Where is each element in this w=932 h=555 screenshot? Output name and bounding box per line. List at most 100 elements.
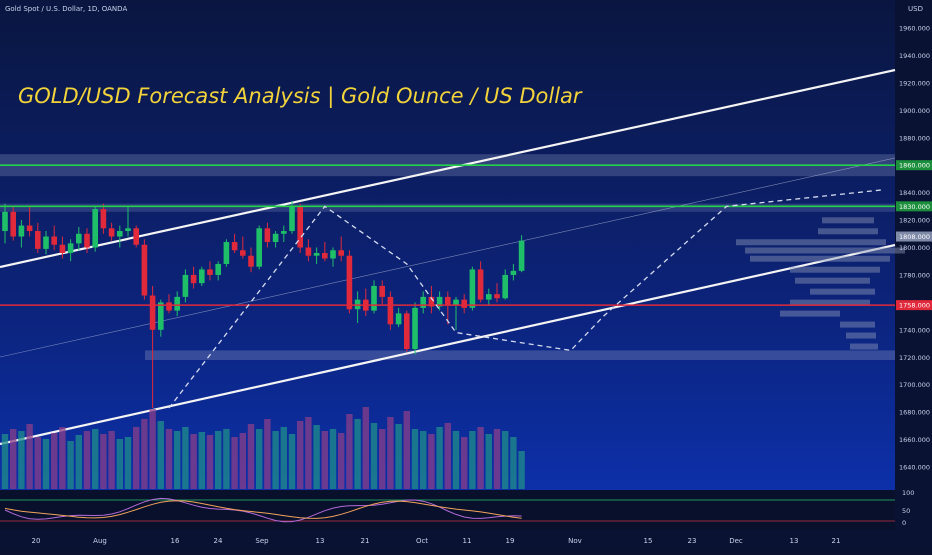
volume-bar [124, 437, 132, 489]
volume-bar [452, 431, 460, 489]
volume-bar [313, 425, 320, 489]
candle-body [59, 244, 66, 253]
candle-body [43, 236, 49, 249]
volume-bar [272, 431, 279, 489]
volume-bar [34, 437, 41, 489]
candle-down [264, 222, 271, 248]
candle-down [10, 206, 16, 241]
candle-body [10, 211, 16, 237]
volume-bar [51, 433, 58, 489]
candle-down [322, 242, 328, 262]
volume-bar [190, 434, 197, 489]
candle-up [199, 266, 205, 286]
candle-body [141, 244, 148, 296]
candle-body [35, 231, 41, 249]
volume-bar [436, 427, 443, 489]
candle-up [486, 288, 492, 306]
volume-profile-bar [750, 255, 890, 262]
candle-down [231, 233, 238, 253]
candle-up [67, 239, 74, 262]
candle-up [215, 261, 221, 281]
price-tag-resistance-upper: 1860.000 [899, 162, 930, 170]
time-tick-label: 11 [463, 537, 472, 545]
price-tag-support: 1758.000 [899, 302, 930, 310]
time-tick-label: 21 [361, 537, 370, 545]
candle-body [477, 269, 484, 300]
volume-bar [165, 429, 173, 489]
volume-bar [1, 434, 9, 489]
price-tick-label: 1840.000 [899, 189, 930, 197]
volume-bar [420, 431, 427, 489]
volume-bar [215, 431, 222, 489]
volume-bar [370, 423, 378, 489]
candle-body [461, 299, 467, 308]
volume-bar [518, 451, 525, 489]
volume-bar [59, 427, 66, 489]
channel-upper-line [0, 68, 896, 269]
volume-profile-bar [795, 277, 870, 284]
time-tick-label: Sep [255, 537, 269, 545]
candle-body [289, 206, 295, 232]
candle-up [502, 269, 508, 300]
candle-body [108, 228, 115, 237]
candle-body [404, 313, 410, 350]
volume-bar [321, 431, 328, 489]
time-tick-label: 16 [171, 537, 180, 545]
volume-bar [411, 429, 419, 489]
candle-body [297, 206, 303, 248]
candle-body [231, 242, 238, 251]
candle-body [182, 274, 189, 297]
candle-body [428, 296, 435, 307]
volume-bar [461, 437, 468, 489]
time-tick-label: 19 [506, 537, 515, 545]
candle-body [322, 252, 328, 259]
candle-up [18, 220, 25, 248]
candle-up [436, 291, 443, 311]
volume-profile-bar [818, 228, 878, 235]
candle-body [117, 231, 123, 237]
candle-down [297, 203, 303, 253]
candle-down [461, 294, 467, 314]
volume-bar [18, 431, 25, 489]
price-tick-label: 1880.000 [899, 134, 930, 142]
time-axis-background [0, 530, 932, 550]
candle-body [395, 313, 402, 325]
volume-bar [354, 419, 361, 489]
candle-body [18, 225, 25, 237]
volume-profile-bar [822, 217, 874, 224]
candle-body [215, 263, 221, 275]
candle-down [248, 247, 254, 273]
candle-body [26, 225, 33, 232]
candle-down [477, 261, 484, 303]
candle-body [412, 307, 418, 350]
demand-zone [145, 350, 895, 360]
time-tick-label: Dec [729, 537, 743, 545]
candle-up [469, 266, 476, 311]
candle-down [141, 239, 148, 300]
osc-tick-label: 100 [902, 489, 914, 497]
osc-tick-label: 50 [902, 507, 910, 515]
candle-down [190, 266, 197, 289]
candle-down [59, 236, 66, 259]
candle-body [76, 233, 82, 244]
candle-up [125, 206, 131, 237]
candle-down [494, 283, 500, 303]
volume-bar [198, 432, 205, 489]
time-tick-label: 24 [214, 537, 223, 545]
volume-bar [329, 429, 337, 489]
volume-bar [182, 427, 189, 489]
candle-down [379, 280, 385, 306]
price-tag-current-bg [896, 231, 932, 242]
candle-body [379, 285, 385, 297]
candle-body [207, 269, 213, 275]
price-tick-label: 1940.000 [899, 52, 930, 60]
candle-body [256, 228, 262, 267]
time-tick-label: Nov [568, 537, 582, 545]
price-tag-support-bg [896, 300, 932, 311]
candle-body [518, 240, 525, 271]
price-tick-label: 1780.000 [899, 271, 930, 279]
oscillator-pane [0, 490, 895, 530]
candle-down [133, 225, 139, 248]
